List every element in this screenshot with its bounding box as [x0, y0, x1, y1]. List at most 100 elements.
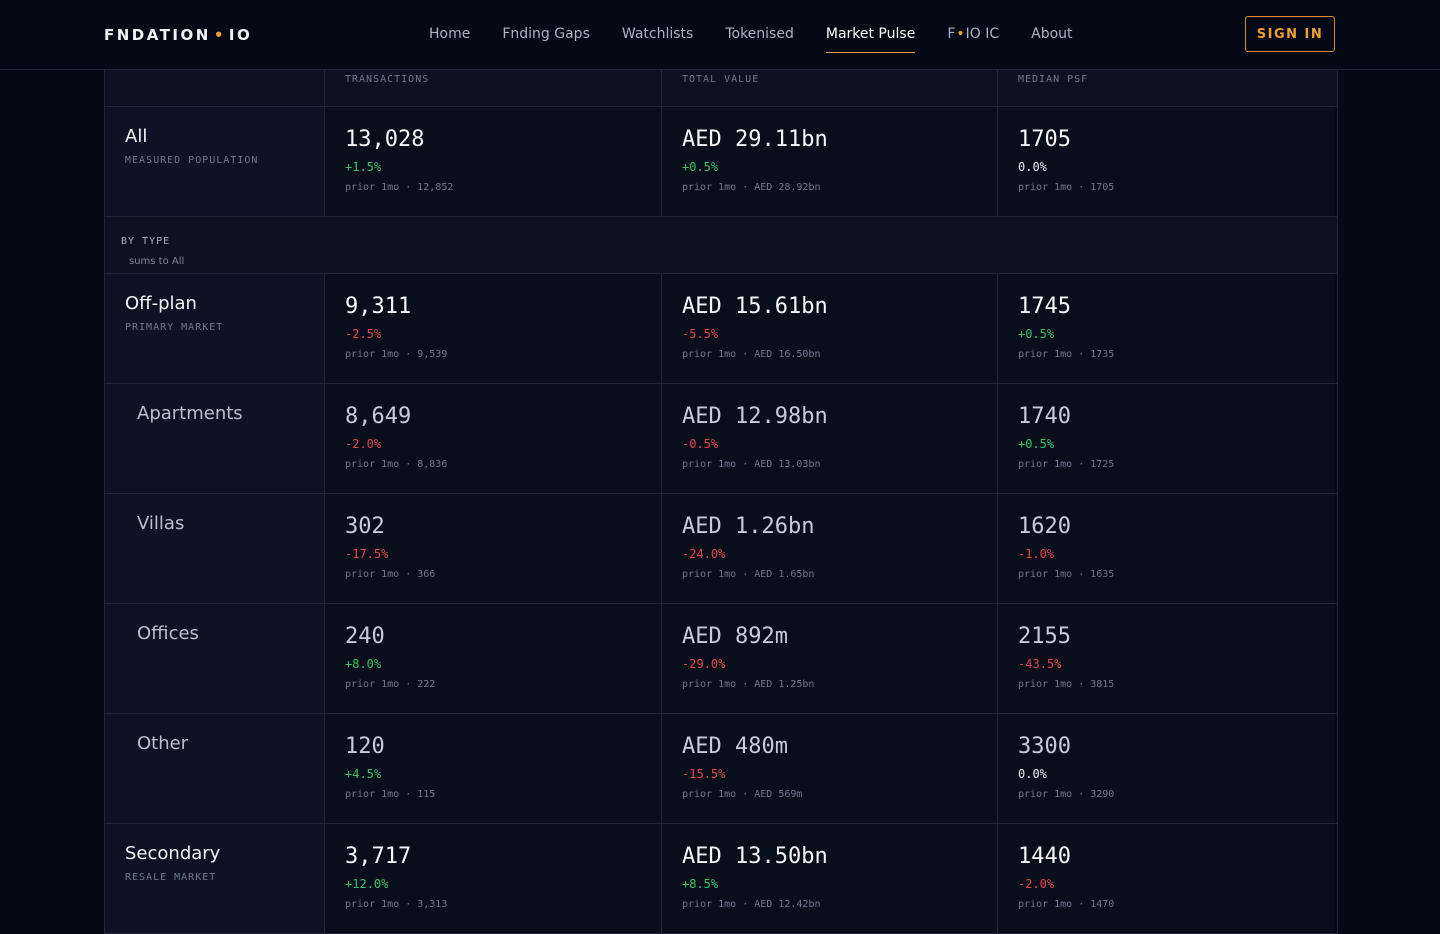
metric-cell: AED 12.98bn -0.5% prior 1mo · AED 13.03bn [662, 384, 998, 493]
metric-prior: prior 1mo · 3,313 [345, 899, 448, 910]
brand-dot: • [213, 26, 226, 44]
metric-value-wrap: 1745 [1018, 294, 1335, 319]
row-sublabel-wrap: PRIMARY MARKET [125, 322, 324, 333]
metric-change-wrap: -2.0% [1018, 877, 1335, 891]
metric-change: 0.0% [1018, 767, 1047, 781]
nav-link[interactable]: F•IO IC [947, 26, 999, 53]
row-label-wrap: Secondary [125, 843, 324, 864]
nav-link[interactable]: Home [429, 26, 471, 42]
metric-change: -1.0% [1018, 547, 1055, 561]
metric-cell: 3300 0.0% prior 1mo · 3290 [998, 714, 1335, 823]
metric-prior: prior 1mo · 9,539 [345, 349, 448, 360]
metric-change: -5.5% [682, 327, 719, 341]
metric-value-wrap: 1620 [1018, 514, 1335, 539]
table-row: Other 120 +4.5% prior 1mo · 115 AED 480m -15.… [105, 714, 1337, 824]
row-label-wrap: Villas [137, 513, 324, 534]
metric-value: 1740 [1018, 404, 1071, 429]
sign-in-button[interactable]: SIGN IN [1245, 16, 1335, 52]
metric-value: AED 892m [682, 624, 788, 649]
metric-value: AED 15.61bn [682, 294, 828, 319]
table-row: Apartments 8,649 -2.0% prior 1mo · 8,836 AED… [105, 384, 1337, 494]
table-row: All MEASURED POPULATION 13,028 +1.5% prior 1… [105, 107, 1337, 217]
metric-cell: 1745 +0.5% prior 1mo · 1735 [998, 274, 1335, 383]
metric-value: 120 [345, 734, 385, 759]
row-sublabel: MEASURED POPULATION [125, 155, 259, 166]
row-label: All [125, 126, 148, 147]
nav-link[interactable]: Watchlists [621, 26, 694, 42]
metric-cell: AED 15.61bn -5.5% prior 1mo · AED 16.50bn [662, 274, 998, 383]
metric-prior: prior 1mo · AED 13.03bn [682, 459, 821, 470]
metric-value-wrap: 13,028 [345, 127, 661, 152]
metric-value-wrap: 1740 [1018, 404, 1335, 429]
metric-value: 9,311 [345, 294, 412, 319]
metric-change-wrap: -2.0% [345, 437, 661, 451]
metric-prior: prior 1mo · 12,852 [345, 182, 454, 193]
metric-cell: AED 892m -29.0% prior 1mo · AED 1.25bn [662, 604, 998, 713]
metric-prior-wrap: prior 1mo · AED 28.92bn [682, 182, 997, 193]
metric-prior: prior 1mo · 1725 [1018, 459, 1115, 470]
metric-value: 240 [345, 624, 385, 649]
nav-link[interactable]: Tokenised [725, 26, 794, 42]
row-label-cell: All MEASURED POPULATION [105, 107, 325, 216]
section-note: sums to All [129, 256, 185, 267]
metric-value-wrap: AED 29.11bn [682, 127, 997, 152]
metric-change-wrap: +8.5% [682, 877, 997, 891]
nav-link-dot: • [956, 26, 965, 42]
row-label-wrap: Offices [137, 623, 324, 644]
column-header: MEDIAN PSF [1018, 74, 1089, 85]
metric-change-wrap: -43.5% [1018, 657, 1335, 671]
metric-prior-wrap: prior 1mo · 1735 [1018, 349, 1335, 360]
column-header: TRANSACTIONS [345, 74, 430, 85]
table-row: Secondary RESALE MARKET 3,717 +12.0% prior 1… [105, 824, 1337, 934]
metric-prior: prior 1mo · 366 [345, 569, 436, 580]
metric-change: +0.5% [1018, 437, 1055, 451]
metric-prior-wrap: prior 1mo · 1705 [1018, 182, 1335, 193]
metric-prior-wrap: prior 1mo · AED 569m [682, 789, 997, 800]
metric-prior: prior 1mo · AED 569m [682, 789, 803, 800]
row-label-cell: Villas [105, 494, 325, 603]
top-bar: FNDATION • IO Home Fnding Gaps Watchlists Tok… [0, 0, 1440, 70]
metric-change-wrap: +0.5% [1018, 437, 1335, 451]
metric-cell: 13,028 +1.5% prior 1mo · 12,852 [325, 107, 662, 216]
metric-change-wrap: -5.5% [682, 327, 997, 341]
row-label-cell: Secondary RESALE MARKET [105, 824, 325, 933]
metric-change: +8.0% [345, 657, 382, 671]
metric-prior-wrap: prior 1mo · 1470 [1018, 899, 1335, 910]
metric-prior-wrap: prior 1mo · AED 1.65bn [682, 569, 997, 580]
metric-prior-wrap: prior 1mo · AED 13.03bn [682, 459, 997, 470]
metric-prior: prior 1mo · AED 28.92bn [682, 182, 821, 193]
metric-value-wrap: 3,717 [345, 844, 661, 869]
metric-change: -2.5% [345, 327, 382, 341]
metric-change: -0.5% [682, 437, 719, 451]
metric-cell: 1705 0.0% prior 1mo · 1705 [998, 107, 1335, 216]
metric-prior-wrap: prior 1mo · 3,313 [345, 899, 661, 910]
brand-left: FNDATION [104, 26, 211, 44]
row-sublabel-wrap: MEASURED POPULATION [125, 155, 324, 166]
row-label-cell: Off-plan PRIMARY MARKET [105, 274, 325, 383]
metric-prior: prior 1mo · 3815 [1018, 679, 1115, 690]
table-row: Off-plan PRIMARY MARKET 9,311 -2.5% prior 1m… [105, 274, 1337, 384]
row-label-wrap: Off-plan [125, 293, 324, 314]
brand[interactable]: FNDATION • IO [104, 26, 252, 44]
metric-change-wrap: +12.0% [345, 877, 661, 891]
metric-change: 0.0% [1018, 160, 1047, 174]
row-label: Offices [137, 623, 199, 644]
metric-cell: AED 1.26bn -24.0% prior 1mo · AED 1.65bn [662, 494, 998, 603]
metric-change: +8.5% [682, 877, 719, 891]
metric-value: AED 480m [682, 734, 788, 759]
section-row: BY TYPE sums to All [105, 217, 1337, 274]
nav-link[interactable]: Fnding Gaps [502, 26, 590, 42]
metric-cell: 9,311 -2.5% prior 1mo · 9,539 [325, 274, 662, 383]
metric-change: -24.0% [682, 547, 726, 561]
metric-value: 3,717 [345, 844, 412, 869]
metric-change-wrap: +1.5% [345, 160, 661, 174]
nav-link[interactable]: About [1031, 26, 1073, 42]
nav-link[interactable]: Market Pulse [825, 26, 916, 53]
row-label: Other [137, 733, 189, 754]
metric-cell: AED 29.11bn +0.5% prior 1mo · AED 28.92bn [662, 107, 998, 216]
metric-cell: 1620 -1.0% prior 1mo · 1635 [998, 494, 1335, 603]
metric-prior: prior 1mo · AED 12.42bn [682, 899, 821, 910]
metric-prior: prior 1mo · 222 [345, 679, 436, 690]
